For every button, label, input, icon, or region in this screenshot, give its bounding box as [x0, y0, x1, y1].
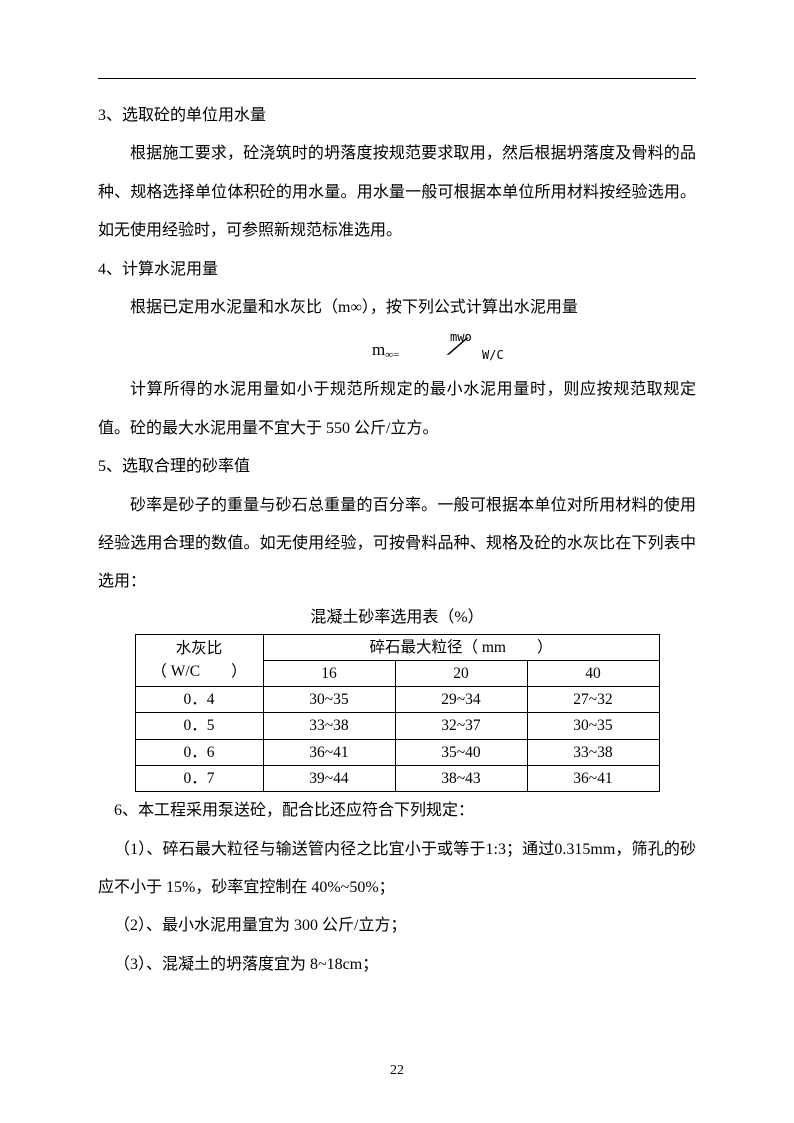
table-cell: 30~35	[527, 713, 659, 739]
section-6-item-3: （3）、混凝土的坍落度宜为 8~18cm；	[98, 946, 696, 984]
table-cell: 0．5	[135, 713, 263, 739]
table-cell: 30~35	[263, 687, 395, 713]
section-4-paragraph-1: 根据已定用水泥量和水灰比（m∞），按下列公式计算出水泥用量	[98, 289, 696, 327]
table-cell: 0．4	[135, 687, 263, 713]
formula-symbol-m: m	[372, 340, 385, 359]
table-cell: 36~41	[527, 765, 659, 791]
table-header-wc: 水灰比 （ W/C ）	[135, 634, 263, 687]
table-cell: 36~41	[263, 739, 395, 765]
top-horizontal-rule	[98, 78, 696, 79]
table-cell: 32~37	[395, 713, 527, 739]
table-row: 0．4 30~35 29~34 27~32	[135, 687, 659, 713]
formula-subscript: ∞=	[385, 349, 399, 361]
table-cell: 35~40	[395, 739, 527, 765]
section-5-paragraph-1: 砂率是砂子的重量与砂石总重量的百分率。一般可根据本单位对所用材料的使用经验选用合…	[98, 487, 696, 602]
section-3-paragraph-1: 根据施工要求，砼浇筑时的坍落度按规范要求取用，然后根据坍落度及骨料的品种、规格选…	[98, 135, 696, 250]
section-5-heading: 5、选取合理的砂率值	[98, 448, 696, 486]
table-cell: 33~38	[527, 739, 659, 765]
table-col-20: 20	[395, 660, 527, 686]
formula-cement-usage: m∞= mwo ⁄ W/C	[98, 331, 696, 367]
table-row: 0．5 33~38 32~37 30~35	[135, 713, 659, 739]
wc-header-line2: （ W/C ）	[151, 663, 246, 680]
table-header-stone: 碎石最大粒径（ mm ）	[263, 634, 659, 660]
wc-header-line1: 水灰比	[176, 640, 223, 657]
table-col-40: 40	[527, 660, 659, 686]
document-content: 3、选取砼的单位用水量 根据施工要求，砼浇筑时的坍落度按规范要求取用，然后根据坍…	[98, 97, 696, 984]
table-cell: 0．7	[135, 765, 263, 791]
section-4-heading: 4、计算水泥用量	[98, 251, 696, 289]
section-6-item-2: （2）、最小水泥用量宜为 300 公斤/立方；	[98, 907, 696, 945]
table-col-16: 16	[263, 660, 395, 686]
section-6-item-1: （1）、碎石最大粒径与输送管内径之比宜小于或等于1:3；通过0.315mm，筛孔…	[98, 831, 696, 908]
section-6-heading: 6、本工程采用泵送砼，配合比还应符合下列规定：	[98, 792, 696, 830]
table-title: 混凝土砂率选用表（%）	[98, 602, 696, 634]
table-row: 0．7 39~44 38~43 36~41	[135, 765, 659, 791]
table-cell: 0．6	[135, 739, 263, 765]
table-cell: 39~44	[263, 765, 395, 791]
table-cell: 33~38	[263, 713, 395, 739]
table-cell: 27~32	[527, 687, 659, 713]
section-4-paragraph-2: 计算所得的水泥用量如小于规范所规定的最小水泥用量时，则应按规范取规定值。砼的最大…	[98, 371, 696, 448]
sand-ratio-table: 水灰比 （ W/C ） 碎石最大粒径（ mm ） 16 20 40 0．4 30…	[135, 634, 660, 793]
table-cell: 29~34	[395, 687, 527, 713]
formula-denominator: W/C	[482, 349, 504, 361]
page-number: 22	[0, 1063, 794, 1079]
table-header-row-1: 水灰比 （ W/C ） 碎石最大粒径（ mm ）	[135, 634, 659, 660]
section-3-heading: 3、选取砼的单位用水量	[98, 97, 696, 135]
table-cell: 38~43	[395, 765, 527, 791]
table-row: 0．6 36~41 35~40 33~38	[135, 739, 659, 765]
